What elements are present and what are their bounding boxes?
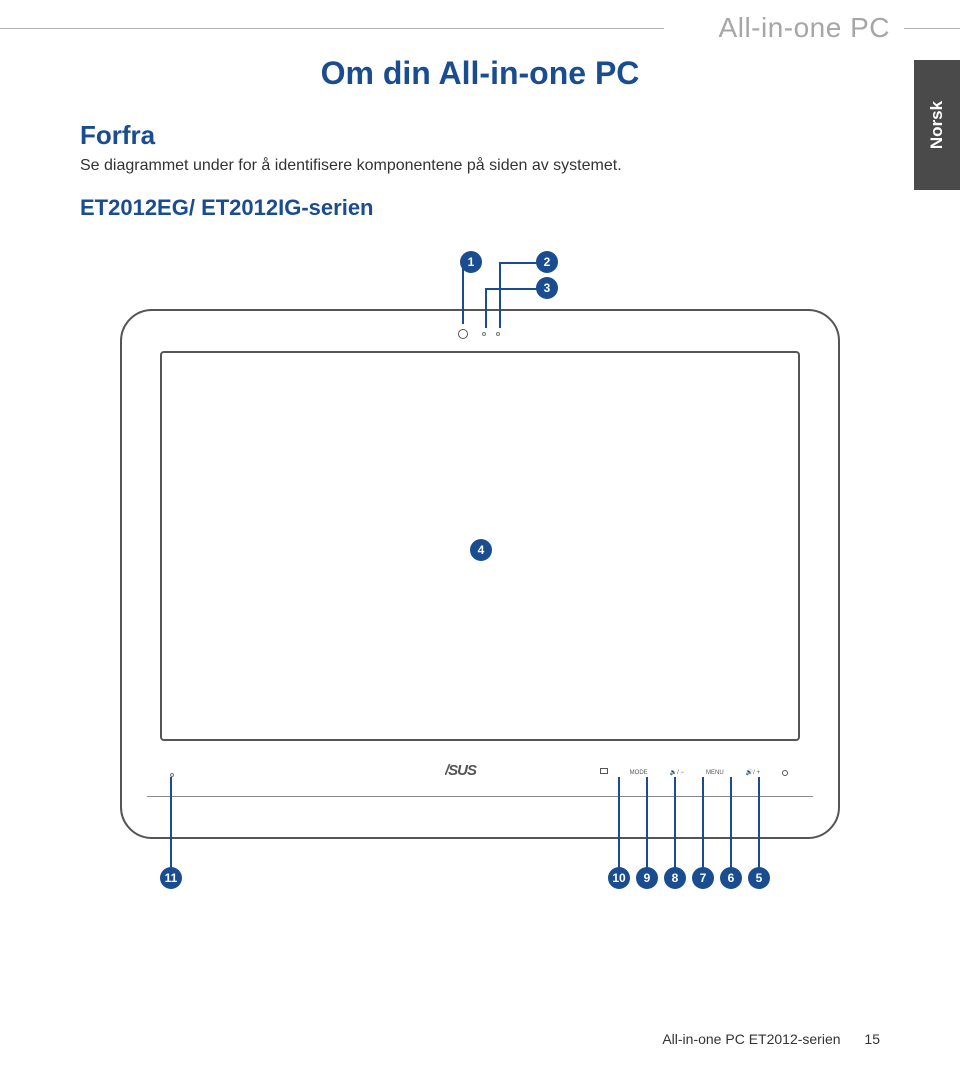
monitor-outline: /SUS MODE 🔉/ − MENU 🔊/ + <box>120 309 840 839</box>
leader-7 <box>702 777 704 869</box>
leader-top-3v <box>485 288 487 328</box>
callout-3: 3 <box>536 277 558 299</box>
page-title: Om din All-in-one PC <box>80 55 880 92</box>
sensor-dot <box>496 332 500 336</box>
callout-10: 10 <box>608 867 630 889</box>
leader-6 <box>730 777 732 869</box>
callout-11: 11 <box>160 867 182 889</box>
page-number: 15 <box>864 1031 880 1047</box>
page-footer: All-in-one PC ET2012-serien 15 <box>662 1031 880 1047</box>
callout-9: 9 <box>636 867 658 889</box>
vol-down-button: 🔉/ − <box>670 769 684 776</box>
chin-line <box>147 796 813 798</box>
monitor-button <box>600 768 608 777</box>
sensor-dot <box>482 332 486 336</box>
language-tab-label: Norsk <box>927 101 947 149</box>
leader-5 <box>758 777 760 869</box>
menu-button: MENU <box>706 770 724 776</box>
header-brand: All-in-one PC <box>719 12 890 44</box>
language-tab: Norsk <box>914 60 960 190</box>
section-heading: Forfra <box>80 120 880 151</box>
leader-top-1v <box>462 262 464 324</box>
leader-top-3h <box>485 288 539 290</box>
svg-text:/SUS: /SUS <box>445 762 477 779</box>
leader-top-2h <box>499 262 539 264</box>
callout-5: 5 <box>748 867 770 889</box>
callout-6: 6 <box>720 867 742 889</box>
leader-8 <box>674 777 676 869</box>
footer-text: All-in-one PC ET2012-serien <box>662 1031 840 1047</box>
leader-top-2v <box>499 262 501 328</box>
mode-button: MODE <box>630 770 648 776</box>
vol-up-button: 🔊/ + <box>746 769 760 776</box>
power-button <box>782 770 788 776</box>
asus-logo: /SUS <box>445 761 515 779</box>
series-heading: ET2012EG/ ET2012IG-serien <box>80 195 880 221</box>
intro-text: Se diagrammet under for å identifisere k… <box>80 157 880 175</box>
leader-10 <box>618 777 620 869</box>
button-row: MODE 🔉/ − MENU 🔊/ + <box>600 768 788 777</box>
page-content: Om din All-in-one PC Forfra Se diagramme… <box>80 55 880 891</box>
leader-11 <box>170 777 172 869</box>
callout-8: 8 <box>664 867 686 889</box>
leader-9 <box>646 777 648 869</box>
camera-icon <box>458 329 468 339</box>
callout-7: 7 <box>692 867 714 889</box>
callout-4: 4 <box>470 539 492 561</box>
callout-2: 2 <box>536 251 558 273</box>
front-diagram: 1 2 3 4 /SUS MODE 🔉/ − <box>120 251 840 891</box>
callout-1: 1 <box>460 251 482 273</box>
